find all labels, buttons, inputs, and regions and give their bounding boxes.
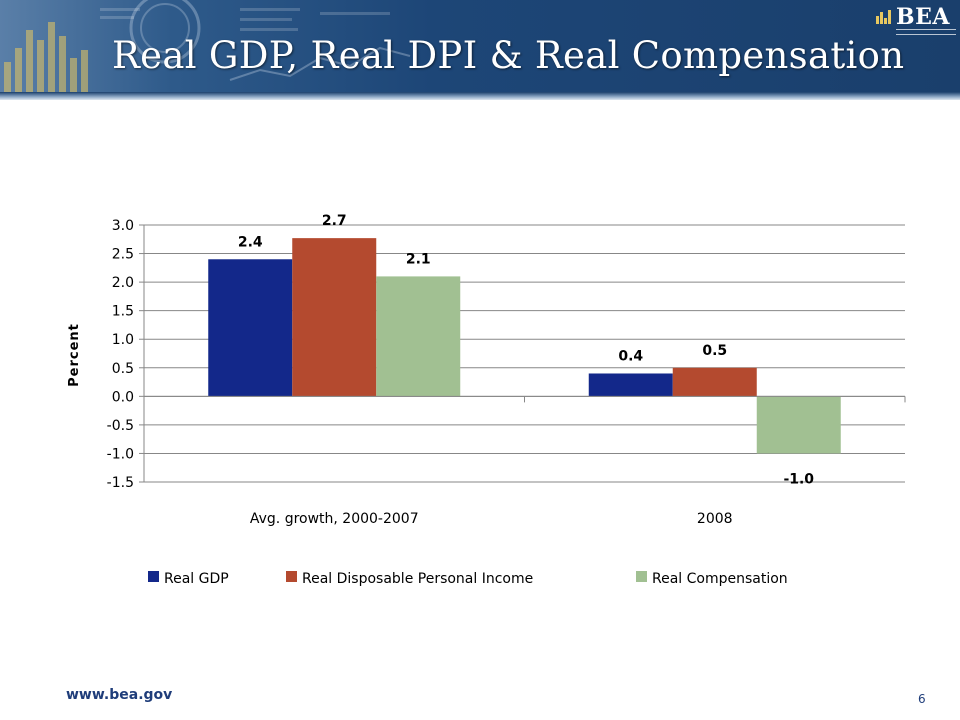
data-labels: 2.4 2.7 2.1 0.4 0.5 -1.0 (238, 213, 814, 487)
axes (143, 225, 906, 482)
bea-logo-text: BEA (896, 4, 950, 30)
y-axis-ticks: 3.0 2.5 2.0 1.5 1.0 0.5 0.0 -0.5 -1.0 -1.5 (107, 218, 144, 491)
slide-title: Real GDP, Real DPI & Real Compensation (112, 34, 905, 77)
bar (292, 238, 377, 397)
y-tick-label: 3.0 (112, 218, 134, 234)
legend-label: Real Disposable Personal Income (302, 571, 533, 587)
data-label: 2.7 (322, 213, 347, 229)
x-axis-category-labels: Avg. growth, 2000-2007 2008 (250, 511, 733, 527)
y-tick-label: 2.0 (112, 275, 134, 291)
data-label: 2.1 (406, 251, 431, 267)
bea-logo-subtext-lines (896, 29, 956, 35)
legend-label: Real Compensation (652, 571, 788, 587)
bar (208, 259, 293, 397)
data-label: 2.4 (238, 234, 263, 250)
category-label: Avg. growth, 2000-2007 (250, 511, 419, 527)
y-tick-label: -0.5 (107, 418, 134, 434)
y-tick-label: 2.5 (112, 247, 134, 263)
category-label: 2008 (697, 511, 733, 527)
banner-decoration (4, 0, 411, 100)
bar (672, 367, 757, 397)
data-label: 0.4 (618, 348, 643, 364)
y-tick-label: 1.0 (112, 332, 134, 348)
legend: Real GDP Real Disposable Personal Income R… (148, 571, 788, 587)
bea-logo: BEA (876, 4, 956, 40)
bea-logo-mark-icon (876, 10, 891, 24)
data-label: -1.0 (783, 471, 814, 487)
y-tick-label: -1.0 (107, 446, 134, 462)
bar (588, 373, 673, 397)
header-banner: Real GDP, Real DPI & Real Compensation B… (0, 0, 960, 100)
legend-swatch (636, 571, 647, 582)
y-axis-title: Percent (67, 323, 82, 387)
y-tick-label: 0.5 (112, 361, 134, 377)
y-tick-label: 1.5 (112, 304, 134, 320)
y-tick-label: 0.0 (112, 389, 134, 405)
y-tick-label: -1.5 (107, 475, 134, 491)
legend-swatch (286, 571, 297, 582)
bars (208, 238, 841, 454)
data-label: 0.5 (702, 343, 727, 359)
page-number: 6 (918, 692, 926, 706)
bar (376, 276, 461, 397)
banner-bottom-fade (0, 92, 960, 100)
footer-url[interactable]: www.bea.gov (66, 687, 173, 703)
bar (756, 396, 841, 454)
legend-label: Real GDP (164, 571, 229, 587)
legend-swatch (148, 571, 159, 582)
